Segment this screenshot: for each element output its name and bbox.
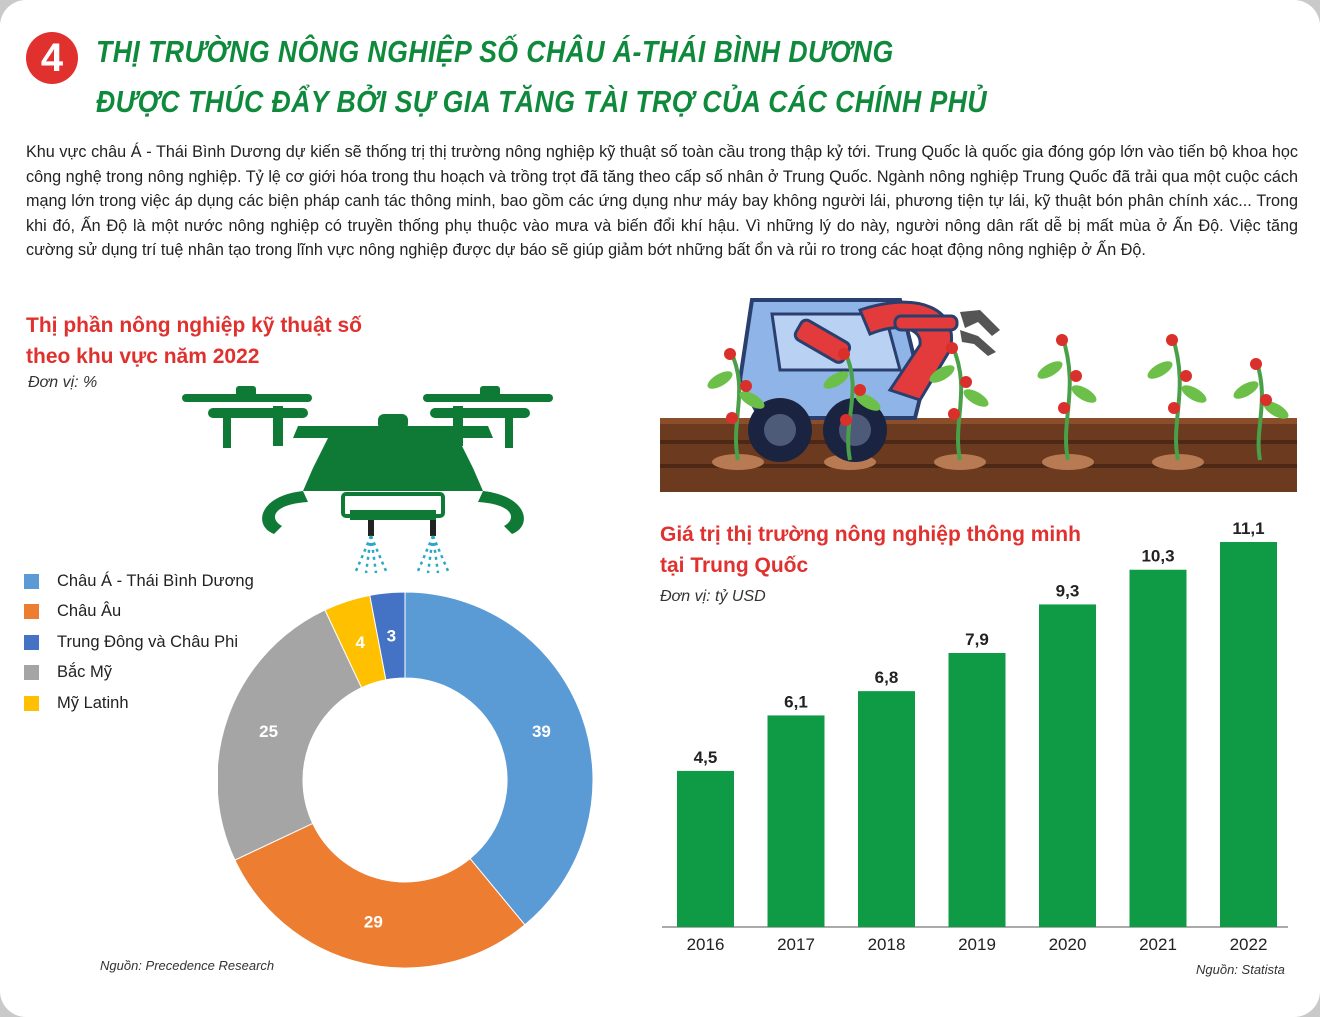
farm-robot-icon	[660, 298, 1297, 492]
bar-2022	[1220, 542, 1277, 927]
legend-item-namerica: Bắc Mỹ	[24, 658, 254, 689]
legend-label-asia: Châu Á - Thái Bình Dương	[57, 571, 254, 590]
donut-title-line-2: theo khu vực năm 2022	[26, 345, 260, 368]
legend-item-europe: Châu Âu	[24, 597, 254, 628]
legend-swatch-europe	[24, 604, 39, 620]
legend-swatch-latam	[24, 695, 39, 711]
bar-chart: 4,5 2016 6,1 2017 6,8 2018 7,9 2019 9,3 2020 10,3 2…	[662, 519, 1288, 954]
donut-slice-asia	[404, 591, 594, 926]
bar-2021	[1129, 569, 1187, 927]
bar-title-line-2: tại Trung Quốc	[660, 554, 809, 577]
intro-paragraph: Khu vực châu Á - Thái Bình Dương dự kiến…	[26, 143, 1298, 260]
legend-label-namerica: Bắc Mỹ	[57, 663, 113, 682]
bar-value-label-2019: 7,9	[965, 630, 989, 649]
donut-slice-namerica	[218, 609, 363, 861]
donut-label-namerica: 25	[259, 722, 278, 741]
bar-category-label-2021: 2021	[1139, 935, 1177, 954]
donut-slice-mideast	[369, 591, 406, 681]
bar-value-label-2020: 9,3	[1056, 581, 1080, 600]
donut-title: Thị phần nông nghiệp kỹ thuật số theo kh…	[26, 310, 362, 372]
legend-label-europe: Châu Âu	[57, 602, 122, 621]
bar-2019	[948, 652, 1006, 927]
bar-value-label-2021: 10,3	[1141, 547, 1174, 566]
headline-line-2: ĐƯỢC THÚC ĐẨY BỞI SỰ GIA TĂNG TÀI TRỢ CỦ…	[96, 84, 988, 119]
bar-category-label-2017: 2017	[777, 935, 815, 954]
bar-unit: Đơn vị: tỷ USD	[660, 588, 766, 605]
donut-label-europe: 29	[364, 913, 383, 932]
donut-label-asia: 39	[532, 722, 551, 741]
bar-value-label-2022: 11,1	[1232, 519, 1264, 538]
donut-legend: Châu Á - Thái Bình Dương Châu Âu Trung Đ…	[24, 566, 254, 719]
bar-value-label-2018: 6,8	[875, 668, 899, 687]
donut-chart: 39 29 25 4 3	[218, 591, 594, 969]
legend-swatch-namerica	[24, 665, 39, 681]
bar-category-label-2019: 2019	[958, 935, 996, 954]
legend-label-mideast: Trung Đông và Châu Phi	[57, 632, 238, 651]
section-number-badge: 4	[26, 32, 78, 84]
legend-item-mideast: Trung Đông và Châu Phi	[24, 627, 254, 658]
bar-value-label-2017: 6,1	[784, 692, 808, 711]
bar-2018	[858, 691, 915, 927]
donut-label-latam: 4	[355, 633, 365, 652]
bar-category-label-2022: 2022	[1230, 935, 1268, 954]
legend-label-latam: Mỹ Latinh	[57, 693, 129, 712]
legend-item-asia: Châu Á - Thái Bình Dương	[24, 566, 254, 597]
headline-line-1: THỊ TRƯỜNG NÔNG NGHIỆP SỐ CHÂU Á-THÁI BÌ…	[96, 34, 894, 69]
bar-title-line-1: Giá trị thị trường nông nghiệp thông min…	[660, 523, 1081, 546]
donut-slice-europe	[234, 822, 526, 969]
bar-title: Giá trị thị trường nông nghiệp thông min…	[660, 519, 1081, 581]
donut-source: Nguồn: Precedence Research	[100, 958, 275, 973]
legend-swatch-mideast	[24, 634, 39, 650]
bar-source: Nguồn: Statista	[1196, 962, 1285, 977]
bar-category-label-2020: 2020	[1049, 935, 1087, 954]
donut-label-mideast: 3	[387, 627, 396, 646]
bar-value-label-2016: 4,5	[694, 748, 718, 767]
bar-category-label-2016: 2016	[687, 935, 725, 954]
bar-2017	[767, 715, 825, 927]
drone-icon	[182, 386, 553, 574]
donut-unit: Đơn vị: %	[28, 374, 98, 391]
legend-swatch-asia	[24, 573, 39, 589]
donut-title-line-1: Thị phần nông nghiệp kỹ thuật số	[26, 314, 362, 337]
legend-item-latam: Mỹ Latinh	[24, 688, 254, 719]
bar-2020	[1039, 604, 1096, 927]
bar-2016	[677, 770, 734, 927]
bar-category-label-2018: 2018	[868, 935, 906, 954]
